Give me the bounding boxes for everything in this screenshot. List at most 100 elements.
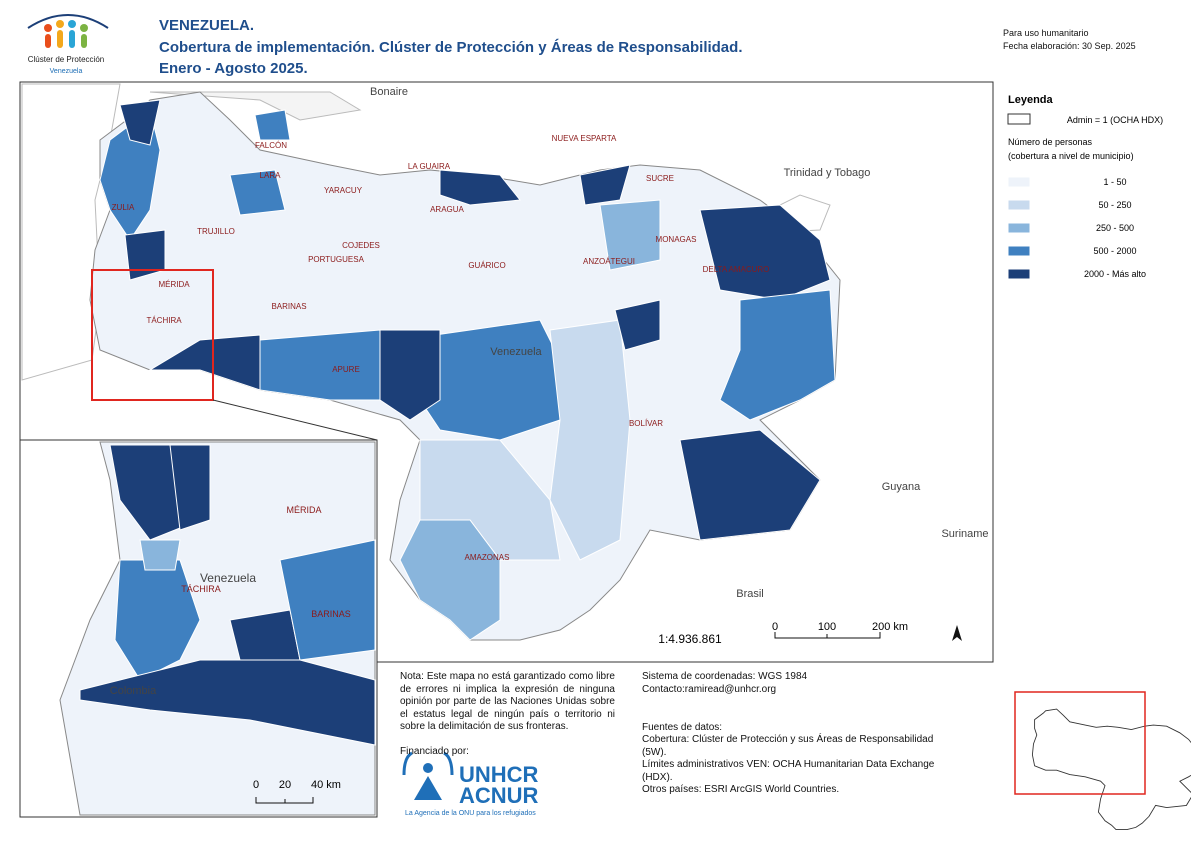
unhcr-figure xyxy=(414,776,442,800)
region xyxy=(599,199,661,271)
legend-label: 50 - 250 xyxy=(1098,200,1131,210)
map-labels: Bonaire Trinidad y Tobago Guyana Suriname Br… xyxy=(110,86,989,697)
unhcr-laurel xyxy=(402,751,454,776)
state-label: MÉRIDA xyxy=(286,505,321,515)
region xyxy=(229,169,286,216)
inset-scale-bar xyxy=(255,797,314,804)
legend-swatch xyxy=(1007,176,1031,188)
state-label: BARINAS xyxy=(311,609,351,619)
sources-title: Fuentes de datos: xyxy=(642,722,723,733)
region xyxy=(549,319,631,561)
usage: Para uso humanitario xyxy=(1003,28,1089,38)
state-label: COJEDES xyxy=(342,241,380,250)
state-label: SUCRE xyxy=(646,174,674,183)
state-label: LARA xyxy=(260,171,282,180)
logo-arc xyxy=(27,14,109,29)
country-label: Bonaire xyxy=(370,86,408,98)
scale-ratio: 1:4.936.861 xyxy=(658,632,722,646)
state-label: APURE xyxy=(332,365,360,374)
legend-title: Leyenda xyxy=(1008,94,1054,106)
inset-map xyxy=(59,441,376,816)
logo: Clúster de Protección Venezuela xyxy=(27,14,109,75)
country-label: Brasil xyxy=(736,588,764,600)
main-map xyxy=(21,83,841,641)
logo-figure xyxy=(57,30,63,48)
country-label: Colombia xyxy=(110,685,157,697)
inset-extent xyxy=(91,269,214,401)
inset-region xyxy=(279,539,376,661)
unhcr-figure xyxy=(423,763,433,773)
region xyxy=(379,329,441,421)
region xyxy=(399,519,501,641)
state-label: BOLÍVAR xyxy=(629,419,663,428)
legend-swatch xyxy=(1007,245,1031,257)
country-label: Suriname xyxy=(941,528,988,540)
region xyxy=(679,429,821,541)
locator-extent xyxy=(1014,691,1146,795)
state-label: AMAZONAS xyxy=(465,553,510,562)
legend-label: 2000 - Más alto xyxy=(1084,269,1146,279)
logo-figure xyxy=(81,34,87,48)
date: Fecha elaboración: 30 Sep. 2025 xyxy=(1003,41,1136,51)
logo-figure xyxy=(56,20,64,28)
region xyxy=(148,334,261,391)
region xyxy=(254,109,291,141)
region xyxy=(719,289,836,421)
state-label: TÁCHIRA xyxy=(181,584,221,594)
logo-figure xyxy=(80,24,88,32)
title-line: VENEZUELA. xyxy=(159,17,254,34)
legend-swatch xyxy=(1007,199,1031,211)
inset-scale-label: 40 km xyxy=(311,779,341,791)
locator-outline xyxy=(1031,708,1191,831)
unhcr-logo: UNHCR ACNUR La Agencia de la ONU para lo… xyxy=(402,751,539,817)
inset-region xyxy=(169,444,211,531)
region xyxy=(579,164,631,206)
state-label: GUÁRICO xyxy=(468,261,505,270)
logo-figure xyxy=(44,24,52,32)
title-line: Enero - Agosto 2025. xyxy=(159,60,308,77)
source: Cobertura: Clúster de Protección y sus Á… xyxy=(642,734,934,758)
state-label: MONAGAS xyxy=(656,235,697,244)
inset-leader xyxy=(212,399,378,441)
legend-subtitle: Número de personas xyxy=(1008,137,1093,147)
state-label: PORTUGUESA xyxy=(308,255,365,264)
region xyxy=(259,329,381,401)
logo-figure xyxy=(68,20,76,28)
contact: Contacto:ramiread@unhcr.org xyxy=(642,684,777,695)
logo-figure xyxy=(69,30,75,48)
scale-label: 200 km xyxy=(872,621,908,633)
agency-name: UNHCR xyxy=(459,762,539,787)
state-label: FALCÓN xyxy=(255,141,287,150)
inset-scale-label: 20 xyxy=(279,779,291,791)
country-label: Guyana xyxy=(882,481,921,493)
state-label: MÉRIDA xyxy=(158,280,190,289)
legend-subtitle: (cobertura a nivel de municipio) xyxy=(1008,151,1134,161)
state-label: DELTA AMACURO xyxy=(703,265,770,274)
north-arrow xyxy=(952,625,962,641)
coordinates: Sistema de coordenadas: WGS 1984 xyxy=(642,671,808,682)
state-label: TÁCHIRA xyxy=(146,316,182,325)
state-label: BARINAS xyxy=(271,302,306,311)
locator-map xyxy=(1031,708,1191,831)
legend-swatch xyxy=(1007,222,1031,234)
legend-admin: Admin = 1 (OCHA HDX) xyxy=(1067,115,1163,125)
scale-label: 0 xyxy=(772,621,778,633)
source: Límites administrativos VEN: OCHA Humani… xyxy=(642,759,935,783)
legend-label: 500 - 2000 xyxy=(1093,246,1136,256)
legend-label: 250 - 500 xyxy=(1096,223,1134,233)
state-label: NUEVA ESPARTA xyxy=(552,134,617,143)
title-line: Cobertura de implementación. Clúster de … xyxy=(159,39,742,56)
state-label: LA GUAIRA xyxy=(408,162,451,171)
disclaimer: Nota: Este mapa no está garantizado como… xyxy=(400,671,615,732)
legend-classes: 1 - 50 50 - 250 250 - 500 500 - 2000 2000 - … xyxy=(1007,176,1146,280)
logo-figure xyxy=(45,34,51,48)
country-label: Venezuela xyxy=(200,571,256,585)
inset-region xyxy=(114,559,201,681)
state-label: TRUJILLO xyxy=(197,227,235,236)
region xyxy=(614,299,661,351)
financed: Financiado por: xyxy=(400,746,469,757)
inset-region xyxy=(79,659,376,746)
